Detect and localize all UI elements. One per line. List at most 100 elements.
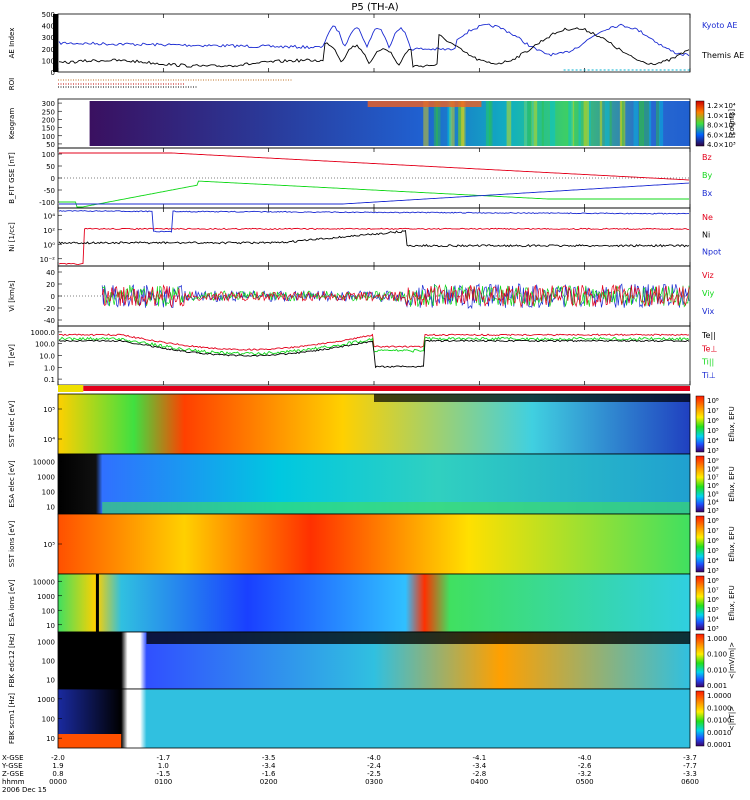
keogram-band — [448, 101, 452, 146]
fbk_b-colorbar-label: <|nT|> — [728, 706, 736, 731]
keogram-band — [648, 101, 652, 146]
xaxis-tick-label: -2.0 — [51, 754, 65, 762]
ae-ylabel: AE Index — [8, 28, 16, 59]
fbk_e-colorbar-label: <|mV/m|> — [728, 642, 736, 679]
esa_e-ytick-label: 10 — [46, 504, 55, 512]
keogram-ytick-label: 150 — [42, 125, 55, 133]
sst_i-colorbar-tick: 10⁶ — [707, 537, 719, 545]
keogram-band — [485, 101, 491, 146]
velocity-series-Vix — [101, 283, 690, 310]
fbk_e-ylabel: FBK edc12 [Hz] — [8, 633, 16, 687]
fbk_b-low — [58, 734, 122, 748]
keogram-band — [458, 101, 464, 146]
xaxis-tick-label: 0300 — [365, 778, 383, 786]
sst_e-ytick-label: 10⁵ — [43, 406, 55, 414]
sst_i-ytick-label: 10⁵ — [43, 541, 55, 549]
esa_e-colorbar — [695, 455, 705, 513]
temperature-legend-2: Ti|| — [701, 358, 714, 367]
esa_e-colorbar-tick: 10⁵ — [707, 490, 719, 498]
esa_e-ytick-label: 100 — [42, 489, 55, 497]
esa_i-colorbar-label: Eflux, EFU — [728, 585, 736, 620]
mode-bar-fast — [83, 386, 690, 391]
esa_i-ytick-label: 10000 — [33, 578, 55, 586]
keogram-band — [621, 101, 625, 146]
fbk_e-colorbar-tick: 1.000 — [707, 635, 727, 643]
roi-ylabel: ROI — [8, 78, 16, 90]
esa_e-ylabel: ESA elec [eV] — [8, 460, 16, 507]
bfit-series-bz — [59, 152, 689, 181]
sst_e-colorbar-tick: 10⁷ — [707, 407, 719, 415]
sst_e-colorbar-tick: 10⁴ — [707, 437, 719, 445]
keogram-band — [619, 101, 622, 146]
xaxis-tick-label: 0400 — [470, 778, 488, 786]
xaxis-tick-label: -2.8 — [472, 770, 486, 778]
sst_i-colorbar-tick: 10⁵ — [707, 547, 719, 555]
keogram-band — [658, 101, 664, 146]
keogram-ylabel: Keogram — [8, 108, 16, 139]
velocity-ytick-label: -40 — [44, 317, 55, 325]
ae-ytick-label: 100 — [42, 57, 55, 65]
xaxis-tick-label: -2.5 — [367, 770, 381, 778]
xaxis-tick-label: -3.4 — [472, 762, 486, 770]
fbk_b-ytick-label: 100 — [42, 716, 55, 724]
bfit-ytick-label: 100 — [42, 151, 55, 159]
xaxis-tick-label: -1.7 — [156, 754, 170, 762]
esa_i-ytick-label: 1000 — [37, 593, 55, 601]
velocity-series-Viz — [101, 284, 690, 308]
xaxis-tick-label: -4.1 — [472, 754, 486, 762]
xaxis-tick-label: -3.4 — [262, 762, 276, 770]
keogram-band — [587, 101, 591, 146]
keogram-band — [639, 101, 644, 146]
keogram-band — [571, 101, 575, 146]
keogram-arc — [367, 101, 482, 107]
plot-title: P5 (TH-A) — [351, 2, 398, 13]
keogram-band — [638, 101, 644, 146]
sst_i-colorbar — [695, 515, 705, 573]
bfit-series-bx — [59, 182, 690, 205]
velocity-legend-0: Viz — [702, 271, 714, 280]
density-legend-2: Npot — [702, 248, 721, 257]
fbk_b-colorbar-tick: 0.0001 — [707, 741, 732, 749]
xaxis-tick-label: 1.0 — [158, 762, 169, 770]
xaxis-tick-label: 0600 — [681, 778, 699, 786]
esa_e-colorbar-label: Eflux, EFU — [728, 466, 736, 501]
keogram-ytick-label: 100 — [42, 133, 55, 141]
esa_e-colorbar-tick: 10⁸ — [707, 465, 719, 473]
ae-ytick-label: 300 — [42, 34, 55, 42]
temperature-legend-1: Te⊥ — [701, 344, 717, 353]
sst_e-colorbar-label: Eflux, EFU — [728, 406, 736, 441]
ae-legend-1: Themis AE — [701, 51, 744, 60]
esa_i-gap — [95, 574, 99, 632]
sst_i-colorbar-tick: 10⁸ — [707, 517, 719, 525]
xaxis-tick-label: -3.2 — [578, 770, 592, 778]
velocity-legend-2: Vix — [702, 307, 715, 316]
xaxis-tick-label: 1.9 — [52, 762, 63, 770]
keogram-band — [506, 101, 512, 146]
mode-bar-slow — [58, 385, 84, 392]
temperature-ytick-label: 100.0 — [35, 341, 55, 349]
density-series-ne — [58, 227, 689, 266]
keogram-band — [527, 101, 532, 146]
velocity-ylabel: Vi [km/s] — [8, 280, 16, 311]
keogram-band — [578, 101, 581, 146]
ae-ytick-label: 200 — [42, 46, 55, 54]
keogram-band — [488, 101, 493, 146]
esa_i-colorbar-tick: 10⁷ — [707, 587, 719, 595]
xaxis-tick-label: 0100 — [154, 778, 172, 786]
keogram-colorbar-tick: 8.0×10³ — [707, 122, 736, 130]
keogram-band — [609, 101, 612, 146]
fbk_e-colorbar-tick: 0.001 — [707, 682, 727, 690]
keogram-ytick-label: 50 — [46, 141, 55, 149]
keogram-band — [524, 101, 528, 146]
ae-series-themis — [58, 27, 690, 68]
xaxis-tick-label: 0000 — [49, 778, 67, 786]
keogram-band — [531, 101, 538, 146]
density-ylabel: Ni [1/cc] — [8, 222, 16, 252]
keogram-colorbar-tick: 1.0×10⁴ — [707, 112, 736, 120]
xaxis-tick-label: -3.7 — [683, 754, 697, 762]
temperature-legend-3: Ti⊥ — [701, 371, 716, 380]
xaxis-tick-label: -2.4 — [367, 762, 381, 770]
keogram-band — [643, 101, 650, 146]
temperature-ytick-label: 0.1 — [44, 376, 55, 384]
bfit-ytick-label: 50 — [46, 163, 55, 171]
